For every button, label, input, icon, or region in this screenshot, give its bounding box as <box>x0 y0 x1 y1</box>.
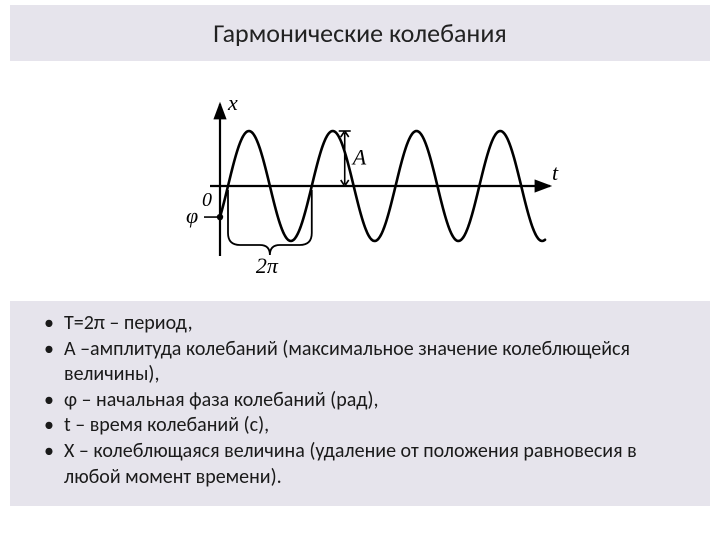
list-item: φ – начальная фаза колебаний (рад), <box>30 388 690 414</box>
title-bar: Гармонические колебания <box>10 5 710 61</box>
list-item: t – время колебаний (с), <box>30 413 690 439</box>
definitions-panel: Т=2π – период, А –амплитуда колебаний (м… <box>10 301 710 506</box>
svg-text:2π: 2π <box>256 253 279 278</box>
page-title: Гармонические колебания <box>213 17 506 49</box>
svg-text:A: A <box>351 145 367 170</box>
definitions-list: Т=2π – период, А –амплитуда колебаний (м… <box>30 311 690 490</box>
svg-text:0: 0 <box>202 189 212 211</box>
list-item: Т=2π – период, <box>30 311 690 337</box>
list-item: А –амплитуда колебаний (максимальное зна… <box>30 337 690 388</box>
diagram-zone: φ0 x t A 2π <box>0 61 720 301</box>
svg-text:φ: φ <box>186 203 198 228</box>
harmonic-wave-diagram: φ0 x t A 2π <box>150 86 570 286</box>
list-item: X – колеблющаяся величина (удаление от п… <box>30 439 690 490</box>
svg-text:t: t <box>552 160 559 185</box>
svg-text:x: x <box>227 90 238 115</box>
